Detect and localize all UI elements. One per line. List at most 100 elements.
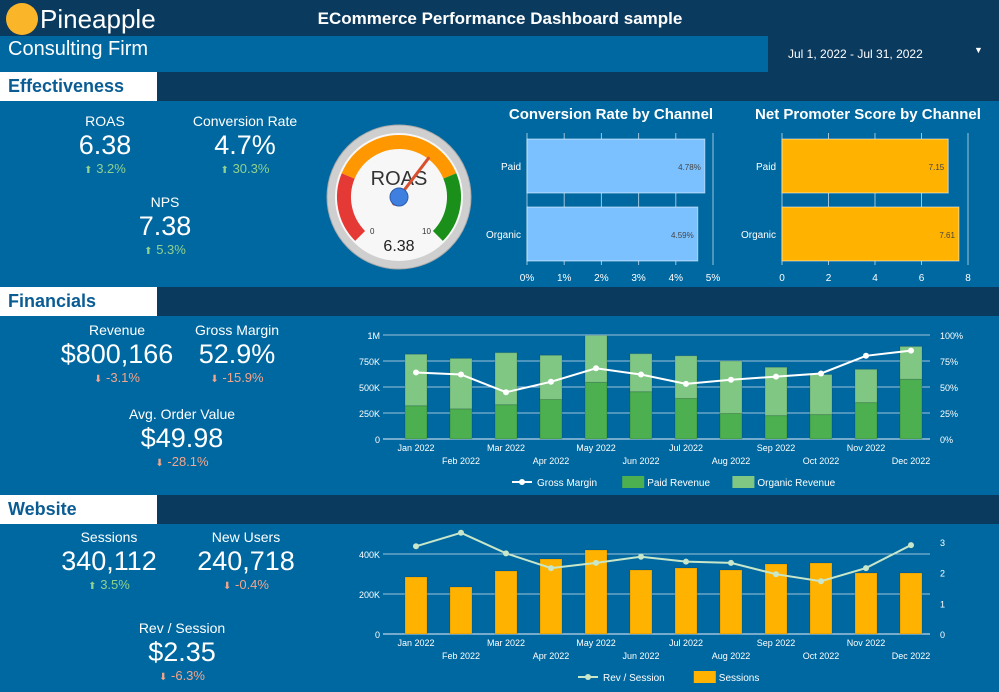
- bar-organic-revenue: [854, 368, 878, 404]
- x-tick-label: Aug 2022: [712, 651, 751, 661]
- y2-tick-label: 0: [940, 630, 945, 640]
- x-tick-label: Oct 2022: [803, 651, 840, 661]
- bar-paid-revenue: [539, 398, 563, 440]
- bar-organic-revenue: [494, 352, 518, 406]
- pineapple-logo-icon: [6, 3, 38, 35]
- kpi-label: Gross Margin: [194, 322, 280, 338]
- bar-sessions: [449, 586, 473, 635]
- kpi-value: $2.35: [148, 637, 216, 667]
- line-rev-session: [415, 531, 912, 583]
- line-point: [503, 389, 509, 396]
- y-tick-label: 400K: [359, 550, 380, 560]
- bar-paid-revenue: [449, 408, 473, 440]
- kpi-value: 6.38: [78, 130, 132, 160]
- bar-paid-revenue: [584, 381, 608, 440]
- kpi-value: 340,112: [61, 546, 157, 576]
- y-tick-label: 1M: [367, 331, 380, 341]
- bar-sessions: [404, 576, 428, 635]
- line-point: [818, 370, 824, 377]
- category-label: Paid: [756, 162, 776, 173]
- kpi-delta-value: -0.4%: [235, 577, 269, 592]
- kpi-avg-order-value: Avg. Order Value $49.98 ⬇ -28.1%: [102, 406, 262, 469]
- x-tick-label: Jul 2022: [669, 638, 703, 648]
- bar-sessions: [584, 549, 608, 635]
- kpi-delta: ⬇ -3.1%: [37, 370, 197, 385]
- x-tick-label: Aug 2022: [712, 456, 751, 466]
- kpi-value: $800,166: [60, 339, 174, 369]
- line-point: [548, 565, 554, 572]
- kpi-delta-value: -6.3%: [171, 668, 205, 683]
- x-tick-label: 2%: [594, 273, 609, 284]
- x-tick-label: 4%: [669, 273, 684, 284]
- gauge-red-band: [337, 173, 366, 241]
- x-tick-label: 3%: [631, 273, 646, 284]
- line-point: [773, 571, 779, 578]
- arrow-down-icon: ⬇: [159, 672, 168, 683]
- bar-sessions: [629, 569, 653, 635]
- bar-paid-revenue: [494, 404, 518, 440]
- line-point: [683, 380, 689, 387]
- legend-item: Paid Revenue: [647, 478, 710, 489]
- x-tick-label: May 2022: [576, 638, 616, 648]
- line-point: [728, 559, 734, 566]
- y-tick-label: 0: [375, 630, 380, 640]
- bar-sessions: [854, 572, 878, 635]
- line-point: [593, 559, 599, 566]
- x-tick-label: Dec 2022: [892, 456, 931, 466]
- kpi-value: 4.7%: [214, 130, 276, 160]
- financials-heading: Financials: [0, 287, 157, 316]
- kpi-delta-value: 5.3%: [156, 242, 186, 257]
- bar-paid-revenue: [809, 414, 833, 440]
- kpi-label: Rev / Session: [138, 620, 226, 636]
- legend-swatch-icon: [732, 476, 755, 488]
- line-point: [638, 553, 644, 560]
- kpi-delta-value: 3.2%: [96, 161, 126, 176]
- bar-paid-revenue: [674, 397, 698, 440]
- kpi-value: $49.98: [140, 423, 224, 453]
- y-tick-label: 0: [375, 435, 380, 445]
- x-tick-label: Apr 2022: [533, 651, 570, 661]
- legend-item: Organic Revenue: [757, 478, 835, 489]
- arrow-down-icon: ⬇: [223, 581, 232, 592]
- line-point: [818, 578, 824, 585]
- line-point: [503, 550, 509, 557]
- line-point: [908, 347, 914, 354]
- logo-line2: Consulting Firm: [8, 38, 149, 60]
- date-range-picker[interactable]: Jul 1, 2022 - Jul 31, 2022 ▼: [768, 40, 990, 70]
- bar-paid-revenue: [719, 413, 743, 440]
- y2-tick-label: 25%: [940, 409, 958, 419]
- x-tick-label: 8: [965, 273, 971, 284]
- line-point: [728, 376, 734, 383]
- kpi-delta-value: 3.5%: [100, 577, 130, 592]
- bar-organic: [781, 206, 960, 262]
- gauge-hub: [389, 187, 409, 207]
- category-label: Paid: [501, 162, 521, 173]
- data-label: 4.59%: [671, 231, 694, 240]
- gauge-orange-band: [341, 135, 457, 179]
- x-tick-label: Mar 2022: [487, 638, 525, 648]
- x-tick-label: Jan 2022: [397, 638, 434, 648]
- y2-tick-label: 3: [940, 538, 945, 548]
- kpi-delta-value: -28.1%: [167, 454, 209, 469]
- bar-sessions: [899, 572, 923, 635]
- bar-paid-revenue: [854, 402, 878, 440]
- category-label: Organic: [486, 230, 521, 241]
- kpi-delta: ⬆ 3.2%: [25, 161, 185, 176]
- bar-organic-revenue: [404, 353, 428, 407]
- bar-sessions: [719, 569, 743, 635]
- line-point: [863, 565, 869, 572]
- y-tick-label: 500K: [359, 383, 380, 393]
- y2-tick-label: 100%: [940, 331, 963, 341]
- nps-chart-title: Net Promoter Score by Channel: [755, 106, 981, 123]
- line-point: [458, 371, 464, 378]
- line-point: [638, 371, 644, 378]
- kpi-delta: ⬇ -0.4%: [166, 577, 326, 592]
- x-tick-label: 1%: [557, 273, 572, 284]
- x-tick-label: Sep 2022: [757, 638, 796, 648]
- dropdown-arrow-icon: ▼: [974, 45, 983, 55]
- kpi-label: Revenue: [88, 322, 146, 338]
- kpi-conversion-rate: Conversion Rate 4.7% ⬆ 30.3%: [165, 113, 325, 176]
- x-tick-label: 4: [872, 273, 878, 284]
- x-tick-label: Sep 2022: [757, 443, 796, 453]
- x-tick-label: Mar 2022: [487, 443, 525, 453]
